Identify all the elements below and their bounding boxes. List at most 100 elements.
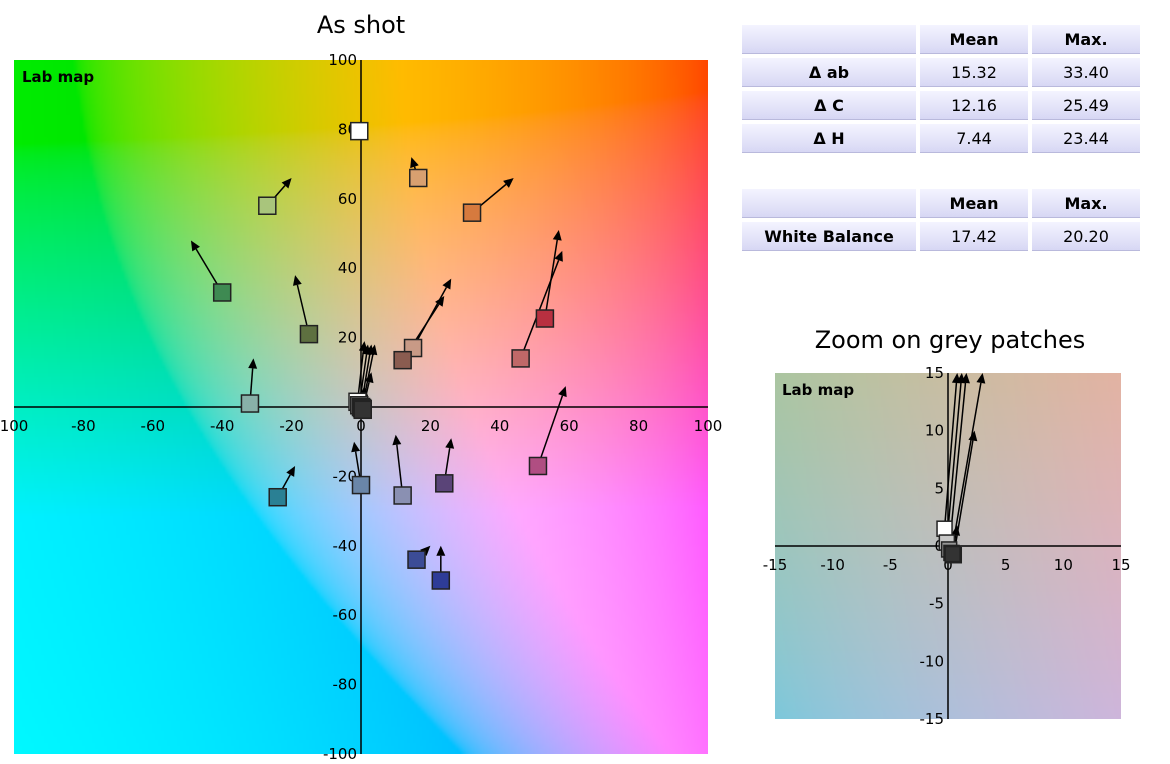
patch-marker	[936, 520, 953, 537]
error-arrow-head	[976, 373, 986, 384]
stats-row-max: 23.44	[1032, 124, 1140, 153]
stats-header-mean: Mean	[920, 25, 1028, 54]
x-tick-label: -15	[763, 556, 788, 574]
patch-marker	[351, 475, 371, 495]
wb-header-mean: Mean	[920, 189, 1028, 218]
main-chart: As shot 100 -80 -60 -40 -20 0 20 40 60 80 100 -100 -…	[0, 11, 722, 763]
x-tick-label: 5	[1001, 556, 1011, 574]
patch-marker	[511, 349, 530, 368]
stats-row-label: Δ ab	[742, 58, 916, 87]
main-map-label: Lab map	[22, 68, 94, 86]
error-arrow-head	[968, 430, 978, 442]
x-tick-label: -80	[71, 417, 96, 435]
y-tick-label: 5	[934, 479, 944, 497]
patch-marker	[350, 121, 369, 141]
y-tick-label: -60	[333, 606, 358, 624]
x-tick-label: 60	[560, 417, 579, 435]
y-tick-label: 10	[925, 422, 944, 440]
error-arrow-head	[951, 525, 961, 536]
x-tick-label: 40	[490, 417, 509, 435]
error-arrow-head	[503, 177, 514, 188]
patch-marker	[258, 196, 277, 215]
main-chart-title: As shot	[317, 11, 405, 39]
x-tick-label: -5	[883, 556, 898, 574]
error-arrow-head	[442, 278, 452, 290]
error-arrow-line	[946, 382, 962, 543]
stats-row-max: 33.40	[1032, 58, 1140, 87]
y-tick-label: -80	[333, 676, 358, 694]
error-arrow-head	[960, 373, 970, 384]
error-arrow-head	[281, 177, 292, 189]
y-tick-label: -100	[323, 745, 357, 763]
error-arrow-head	[410, 157, 419, 169]
patch-marker	[431, 571, 451, 590]
patch-marker	[407, 550, 426, 569]
y-tick-label: 40	[338, 259, 357, 277]
error-arrow-head	[351, 441, 361, 453]
wb-row-mean: 17.42	[920, 222, 1028, 251]
y-tick-label: 100	[328, 51, 357, 69]
x-tick-label: -20	[279, 417, 304, 435]
y-tick-label: -15	[920, 710, 945, 728]
stats-table: Mean Max. Δ ab 15.32 33.40 Δ C 12.16 25.…	[738, 21, 1144, 157]
wb-header-blank	[742, 189, 916, 218]
zoom-chart: Zoom on grey patches -15 -10 -5 0 5 10 15 -15 -1…	[763, 326, 1131, 728]
table-row: Δ C 12.16 25.49	[742, 91, 1140, 120]
patch-marker	[393, 350, 412, 370]
patch-marker	[435, 474, 454, 493]
stats-row-label: Δ C	[742, 91, 916, 120]
x-tick-label: 10	[1054, 556, 1073, 574]
table-row: Δ H 7.44 23.44	[742, 124, 1140, 153]
error-arrow-head	[445, 438, 455, 449]
table-row: Δ ab 15.32 33.40	[742, 58, 1140, 87]
zoom-map-label: Lab map	[782, 381, 854, 399]
stats-row-max: 25.49	[1032, 91, 1140, 120]
wb-row-max: 20.20	[1032, 222, 1140, 251]
patch-marker	[535, 309, 555, 328]
error-arrow-line	[943, 382, 958, 529]
patch-marker	[353, 400, 372, 420]
y-tick-label: 15	[925, 364, 944, 382]
patch-marker	[240, 394, 260, 413]
error-arrow-line	[953, 440, 974, 556]
error-arrow-line	[950, 382, 982, 554]
y-tick-label: 60	[338, 190, 357, 208]
error-arrow-head	[392, 434, 402, 446]
x-tick-label: 0	[356, 417, 366, 435]
y-tick-label: -10	[920, 652, 945, 670]
error-arrow-head	[286, 465, 296, 477]
patch-marker	[944, 545, 961, 563]
wb-row-label: White Balance	[742, 222, 916, 251]
white-balance-table: Mean Max. White Balance 17.42 20.20	[738, 185, 1144, 255]
patch-marker	[212, 283, 232, 302]
error-arrow-head	[558, 386, 567, 398]
y-tick-label: 20	[338, 329, 357, 347]
x-tick-label: 100	[0, 417, 28, 435]
x-tick-label: -60	[141, 417, 166, 435]
error-arrow-head	[364, 372, 374, 384]
y-tick-label: -40	[333, 537, 358, 555]
y-tick-label: -5	[929, 595, 944, 613]
stats-row-mean: 12.16	[920, 91, 1028, 120]
y-tick-label: -20	[333, 467, 358, 485]
patch-marker	[409, 168, 428, 188]
error-arrow-head	[552, 230, 562, 241]
stats-header-max: Max.	[1032, 25, 1140, 54]
x-tick-label: 15	[1111, 556, 1130, 574]
stats-row-mean: 7.44	[920, 124, 1028, 153]
patch-marker	[299, 324, 319, 344]
error-arrow-head	[190, 240, 200, 252]
error-arrow-head	[368, 344, 378, 356]
error-arrow-head	[248, 358, 258, 369]
x-tick-label: -10	[820, 556, 845, 574]
x-tick-label: 80	[629, 417, 648, 435]
error-arrow-head	[436, 545, 446, 556]
patch-marker	[268, 487, 287, 507]
error-arrow-head	[554, 250, 563, 262]
stats-header-blank	[742, 25, 916, 54]
stats-row-label: Δ H	[742, 124, 916, 153]
x-tick-label: 20	[421, 417, 440, 435]
patch-marker	[528, 456, 548, 476]
zoom-points	[936, 373, 986, 564]
patch-marker	[393, 486, 412, 505]
